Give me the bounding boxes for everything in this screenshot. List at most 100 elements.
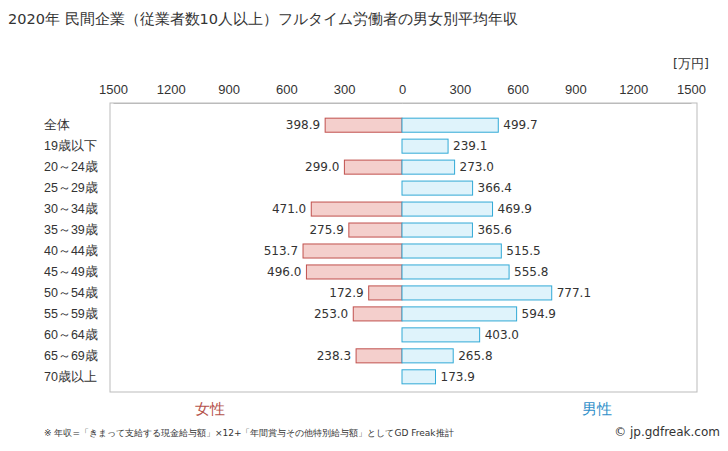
tick-label: 0: [399, 82, 406, 97]
tick-label: 600: [507, 82, 529, 97]
bar: [402, 286, 552, 300]
tick: 600: [507, 82, 529, 103]
bar: [303, 244, 402, 258]
bar: [311, 202, 402, 216]
category-label: 35～39歳: [44, 223, 98, 237]
tick-label: 1200: [619, 82, 648, 97]
title: 2020年 民間企業（従業者数10人以上）フルタイム労働者の男女別平均年収: [8, 11, 518, 27]
category-label: 45～49歳: [44, 265, 98, 279]
bar: [325, 118, 402, 132]
bar: [402, 265, 509, 279]
data-label: 555.8: [514, 265, 548, 279]
data-label: 594.9: [522, 307, 556, 321]
data-label: 172.9: [329, 286, 363, 300]
annotation: © jp.gdfreak.com: [614, 425, 720, 439]
bar: [306, 265, 402, 279]
data-label: 239.1: [453, 139, 487, 153]
tick: 900: [565, 82, 587, 103]
tick: 30～34歳: [44, 202, 110, 216]
tick: 45～49歳: [44, 265, 110, 279]
bar: [349, 223, 402, 237]
tick-label: 1500: [677, 82, 706, 97]
category-label: 30～34歳: [44, 202, 98, 216]
category-label: 50～54歳: [44, 286, 98, 300]
tick: 300: [449, 82, 471, 103]
category-label: 20～24歳: [44, 160, 98, 174]
legend-label: 女性: [195, 400, 225, 418]
data-label: 403.0: [485, 328, 519, 342]
bar: [402, 223, 472, 237]
chart: 2020年 民間企業（従業者数10人以上）フルタイム労働者の男女別平均年収 300…: [0, 0, 728, 451]
category-label: 60～64歳: [44, 328, 98, 342]
legend-label: 男性: [582, 400, 612, 418]
data-label: 173.9: [441, 370, 475, 384]
data-label: 496.0: [267, 265, 301, 279]
bar: [402, 139, 448, 153]
axis-line: [403, 103, 692, 104]
category-label: 19歳以下: [44, 139, 97, 153]
bar: [402, 328, 480, 342]
category-label: 全体: [44, 118, 70, 132]
annotation: ※ 年収=「きまって支給する現金給与額」×12+「年間賞与その他特別給与額」とし…: [44, 428, 454, 438]
tick: 25～29歳: [44, 181, 110, 195]
data-label: 513.7: [264, 244, 298, 258]
tick-label: 900: [565, 82, 587, 97]
plot-frame: [110, 103, 697, 392]
tick: 40～44歳: [44, 244, 110, 258]
data-label: 275.9: [309, 223, 343, 237]
tick: 50～54歳: [44, 286, 110, 300]
category-label: 25～29歳: [44, 181, 98, 195]
data-label: 499.7: [503, 118, 537, 132]
category-label: 40～44歳: [44, 244, 98, 258]
tick: 55～59歳: [44, 307, 110, 321]
data-label: 471.0: [272, 202, 306, 216]
tick: 1500: [677, 82, 706, 103]
tick-label: 1200: [157, 82, 186, 97]
bar: [402, 118, 498, 132]
category-label: 70歳以上: [44, 370, 97, 384]
bar: [402, 370, 436, 384]
data-label: 273.0: [460, 160, 494, 174]
tick-label: 900: [218, 82, 240, 97]
tick: 0: [399, 82, 406, 103]
bar: [402, 202, 493, 216]
bar: [402, 349, 453, 363]
tick-label: 600: [276, 82, 298, 97]
tick: 65～69歳: [44, 349, 110, 363]
category-label: 65～69歳: [44, 349, 98, 363]
y-axis: 全体 19歳以下 20～24歳 25～29歳 30～34歳 35～39歳 40～44歳 45～…: [44, 118, 110, 384]
bar: [402, 181, 473, 195]
data-label: 299.0: [305, 160, 339, 174]
bar: [402, 244, 501, 258]
bar: [356, 349, 402, 363]
tick: 1500: [99, 82, 128, 103]
x-axis: 0 300 600 900 1200 1500: [399, 82, 706, 104]
data-label: 398.9: [286, 118, 320, 132]
tick-label: 1500: [99, 82, 128, 97]
bar: [353, 307, 402, 321]
plot-area: [303, 118, 552, 384]
bar: [402, 160, 455, 174]
data-label: 253.0: [314, 307, 348, 321]
data-label: 366.4: [478, 181, 512, 195]
tick-label: 300: [334, 82, 356, 97]
data-label: 238.3: [317, 349, 351, 363]
category-label: 55～59歳: [44, 307, 98, 321]
tick: 600: [276, 82, 298, 103]
tick: 全体: [44, 118, 110, 132]
tick: 1200: [619, 82, 648, 103]
tick: 60～64歳: [44, 328, 110, 342]
data-label: 515.5: [506, 244, 540, 258]
bar: [402, 307, 517, 321]
axis-title: [万円]: [673, 56, 709, 71]
x-axis: 300 600 900 1200 1500: [99, 82, 402, 104]
axis-line: [114, 103, 403, 104]
bar: [344, 160, 402, 174]
texts: 2020年 民間企業（従業者数10人以上）フルタイム労働者の男女別平均年収 300…: [8, 11, 720, 439]
tick-label: 300: [449, 82, 471, 97]
tick: 1200: [157, 82, 186, 103]
tick: 70歳以上: [44, 370, 110, 384]
tick: 19歳以下: [44, 139, 110, 153]
bar: [369, 286, 402, 300]
tick: 900: [218, 82, 240, 103]
